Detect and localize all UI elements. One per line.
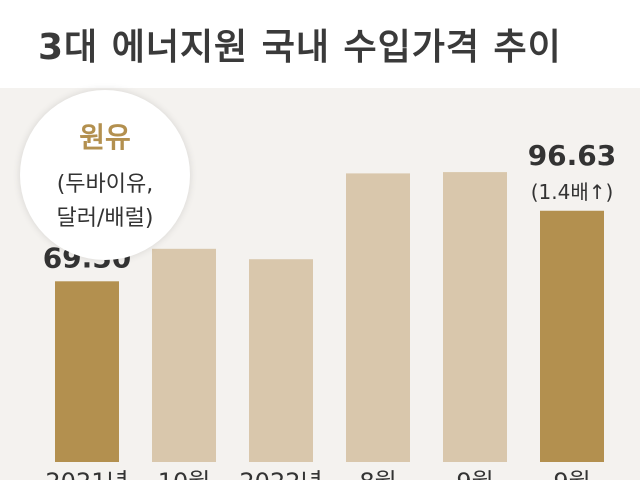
data-label-5: 96.63: [528, 139, 617, 172]
category-label-1: 10월: [158, 468, 211, 480]
bar-0: [55, 281, 119, 462]
unit-line-2: 달러/배럴): [56, 206, 154, 231]
category-label-3: 8월: [359, 468, 396, 480]
bar-3: [346, 173, 410, 462]
unit-badge: 원유 (두바이유, 달러/배럴): [20, 90, 190, 260]
annotation-5: (1.4배↑): [531, 180, 614, 204]
category-label-4: 9월: [456, 468, 493, 480]
category-label-0: 2021년: [45, 468, 128, 480]
chart-title: 3대 에너지원 국내 수입가격 추이: [38, 27, 562, 68]
bar-5: [540, 210, 604, 462]
bar-4: [443, 172, 507, 462]
series-label: 원유: [79, 121, 131, 154]
category-label-5: 9월: [553, 468, 590, 480]
bar-2: [249, 259, 313, 462]
category-label-2: 2022년: [239, 468, 322, 480]
unit-line-1: (두바이유,: [56, 172, 154, 197]
bar-1: [152, 248, 216, 462]
